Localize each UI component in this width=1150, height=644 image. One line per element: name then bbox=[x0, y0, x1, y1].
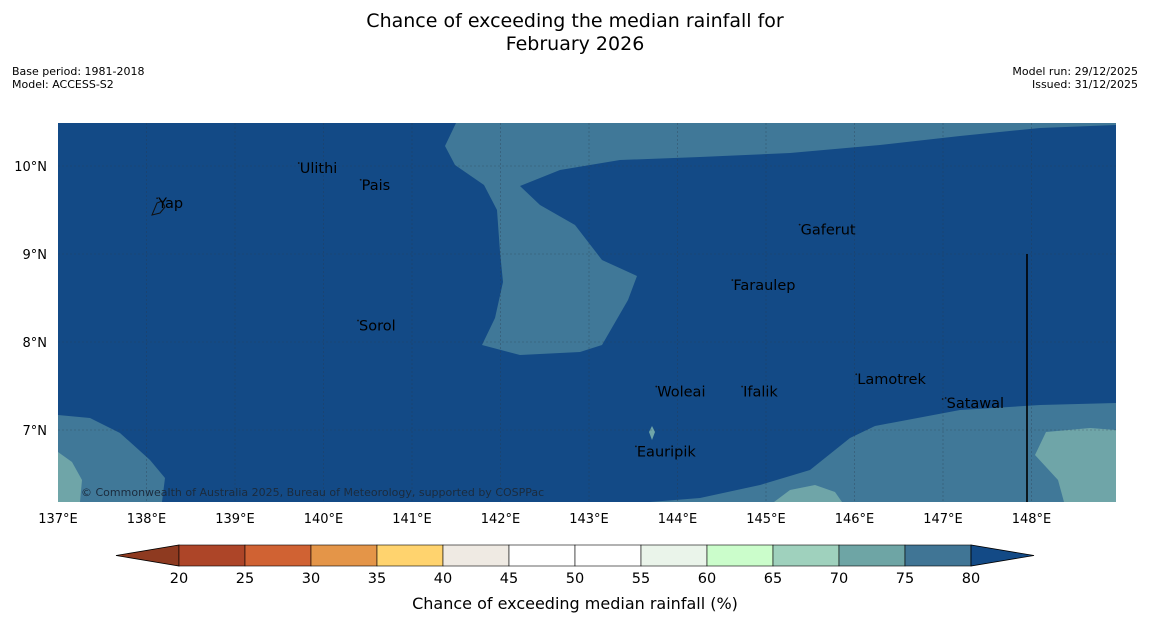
colorbar-segment bbox=[904, 544, 972, 567]
region-70-speck bbox=[649, 426, 655, 440]
colorbar-tick-label: 20 bbox=[170, 571, 188, 587]
place-marker bbox=[635, 445, 637, 448]
latitude-label: 7°N bbox=[23, 424, 48, 439]
title-line-1: Chance of exceeding the median rainfall … bbox=[366, 10, 784, 32]
longitude-label: 137°E bbox=[38, 512, 78, 527]
base-info: Base period: 1981-2018 Model: ACCESS-S2 bbox=[12, 65, 144, 91]
colorbar-segment bbox=[640, 544, 708, 567]
colorbar-tick-label: 80 bbox=[962, 571, 980, 587]
colorbar-tick-label: 50 bbox=[566, 571, 584, 587]
longitude-label: 143°E bbox=[569, 512, 609, 527]
place-labels: Yap Ulithi Pais Gaferut Faraulep Sorol Lamotre… bbox=[156, 161, 1004, 460]
place-marker bbox=[297, 162, 300, 164]
issued-date: Issued: 31/12/2025 bbox=[1031, 78, 1138, 91]
place-label: Yap bbox=[157, 196, 183, 212]
rainfall-map-area[interactable]: Yap Ulithi Pais Gaferut Faraulep Sorol Lamotre… bbox=[58, 123, 1116, 502]
colorbar-tick-label: 40 bbox=[434, 571, 452, 587]
place-marker bbox=[359, 178, 362, 181]
longitude-label: 141°E bbox=[392, 512, 432, 527]
base-period: Base period: 1981-2018 bbox=[12, 65, 145, 78]
place-label: Satawal bbox=[947, 396, 1004, 412]
place-label: Sorol bbox=[359, 319, 396, 335]
latitude-label: 10°N bbox=[14, 160, 47, 175]
colorbar-segment bbox=[376, 544, 444, 567]
colorbar-segment bbox=[838, 544, 906, 567]
colorbar-segment bbox=[310, 544, 378, 567]
colorbar-tick-label: 75 bbox=[896, 571, 914, 587]
place-label: Gaferut bbox=[801, 223, 856, 239]
longitude-label: 146°E bbox=[835, 512, 875, 527]
longitude-label: 139°E bbox=[215, 512, 255, 527]
title-line-2: February 2026 bbox=[505, 33, 645, 55]
longitude-label: 140°E bbox=[304, 512, 344, 527]
map-gridlines bbox=[58, 123, 1116, 502]
model-name: Model: ACCESS-S2 bbox=[12, 78, 114, 91]
colorbar-tick-label: 65 bbox=[764, 571, 782, 587]
colorbar-over-triangle bbox=[970, 544, 1035, 567]
colorbar-tick-label: 30 bbox=[302, 571, 320, 587]
place-marker bbox=[944, 397, 947, 399]
colorbar-tick-label: 35 bbox=[368, 571, 386, 587]
longitude-label: 142°E bbox=[481, 512, 521, 527]
colorbar-tick-label: 45 bbox=[500, 571, 518, 587]
colorbar-tick-label: 25 bbox=[236, 571, 254, 587]
place-marker bbox=[741, 385, 744, 388]
place-label: Ifalik bbox=[743, 385, 778, 401]
model-run: Model run: 29/12/2025 bbox=[1012, 65, 1138, 78]
islet-marker bbox=[941, 398, 944, 400]
colorbar-label: Chance of exceeding median rainfall (%) bbox=[412, 594, 738, 613]
run-info: Model run: 29/12/2025 Issued: 31/12/2025 bbox=[1012, 65, 1138, 91]
colorbar: 20 25 30 35 40 45 50 55 60 65 70 75 80 bbox=[115, 544, 1035, 587]
region-75-southeast bbox=[650, 403, 1116, 502]
map-axes: 137°E 138°E 139°E 140°E 141°E 142°E 143°E 144°E… bbox=[14, 160, 1051, 527]
copyright-notice: © Commonwealth of Australia 2025, Bureau… bbox=[81, 486, 544, 499]
colorbar-segment bbox=[772, 544, 840, 567]
map-title: Chance of exceeding the median rainfall … bbox=[0, 10, 1150, 56]
longitude-label: 144°E bbox=[658, 512, 698, 527]
colorbar-segment bbox=[178, 544, 246, 567]
region-70-bottom bbox=[774, 485, 842, 502]
colorbar-under-triangle bbox=[115, 544, 180, 567]
place-marker bbox=[855, 373, 858, 376]
colorbar-segment bbox=[574, 544, 642, 567]
place-marker bbox=[655, 385, 658, 388]
longitude-label: 147°E bbox=[923, 512, 963, 527]
place-marker bbox=[357, 319, 359, 322]
region-70-southwest bbox=[58, 452, 82, 502]
place-label: Eauripik bbox=[637, 444, 696, 460]
longitude-label: 138°E bbox=[127, 512, 167, 527]
colorbar-tick-label: 60 bbox=[698, 571, 716, 587]
colorbar-segment bbox=[244, 544, 312, 567]
region-70-southeast bbox=[1035, 428, 1116, 502]
colorbar-tick-label: 70 bbox=[830, 571, 848, 587]
colorbar-segment bbox=[706, 544, 774, 567]
place-label: Faraulep bbox=[733, 278, 795, 294]
place-label: Ulithi bbox=[300, 161, 338, 177]
place-marker bbox=[731, 279, 734, 281]
place-label: Lamotrek bbox=[857, 372, 926, 388]
colorbar-segment bbox=[442, 544, 510, 567]
longitude-label: 145°E bbox=[746, 512, 786, 527]
longitude-label: 148°E bbox=[1012, 512, 1052, 527]
place-label: Pais bbox=[362, 178, 391, 194]
place-marker bbox=[156, 197, 159, 200]
region-75-north bbox=[445, 123, 1116, 355]
yap-island-outline bbox=[151, 200, 166, 216]
colorbar-segment bbox=[508, 544, 576, 567]
colorbar-tick-label: 55 bbox=[632, 571, 650, 587]
latitude-label: 8°N bbox=[23, 336, 48, 351]
region-75-southwest bbox=[58, 415, 165, 502]
latitude-label: 9°N bbox=[23, 248, 48, 263]
place-label: Woleai bbox=[657, 385, 705, 401]
place-marker bbox=[798, 223, 801, 226]
